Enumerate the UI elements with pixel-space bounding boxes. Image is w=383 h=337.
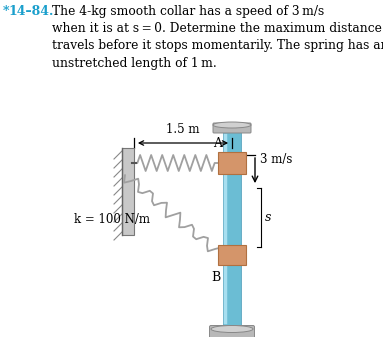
Bar [223,130,241,332]
Bar [122,148,134,235]
Ellipse shape [213,122,251,128]
Ellipse shape [211,326,253,333]
Text: The 4-kg smooth collar has a speed of 3 m/s
when it is at s = 0. Determine the m: The 4-kg smooth collar has a speed of 3 … [52,5,383,70]
Text: A: A [213,137,222,150]
Text: *: * [3,5,10,18]
Text: s: s [265,211,272,224]
Text: B: B [212,271,221,284]
FancyBboxPatch shape [213,123,251,133]
Text: 14–84.: 14–84. [9,5,54,18]
FancyBboxPatch shape [210,326,254,337]
Text: 1.5 m: 1.5 m [166,123,200,136]
Bar [218,152,246,174]
Text: k = 100 N/m: k = 100 N/m [74,214,150,226]
Bar [218,245,246,265]
Text: 3 m/s: 3 m/s [260,153,292,165]
